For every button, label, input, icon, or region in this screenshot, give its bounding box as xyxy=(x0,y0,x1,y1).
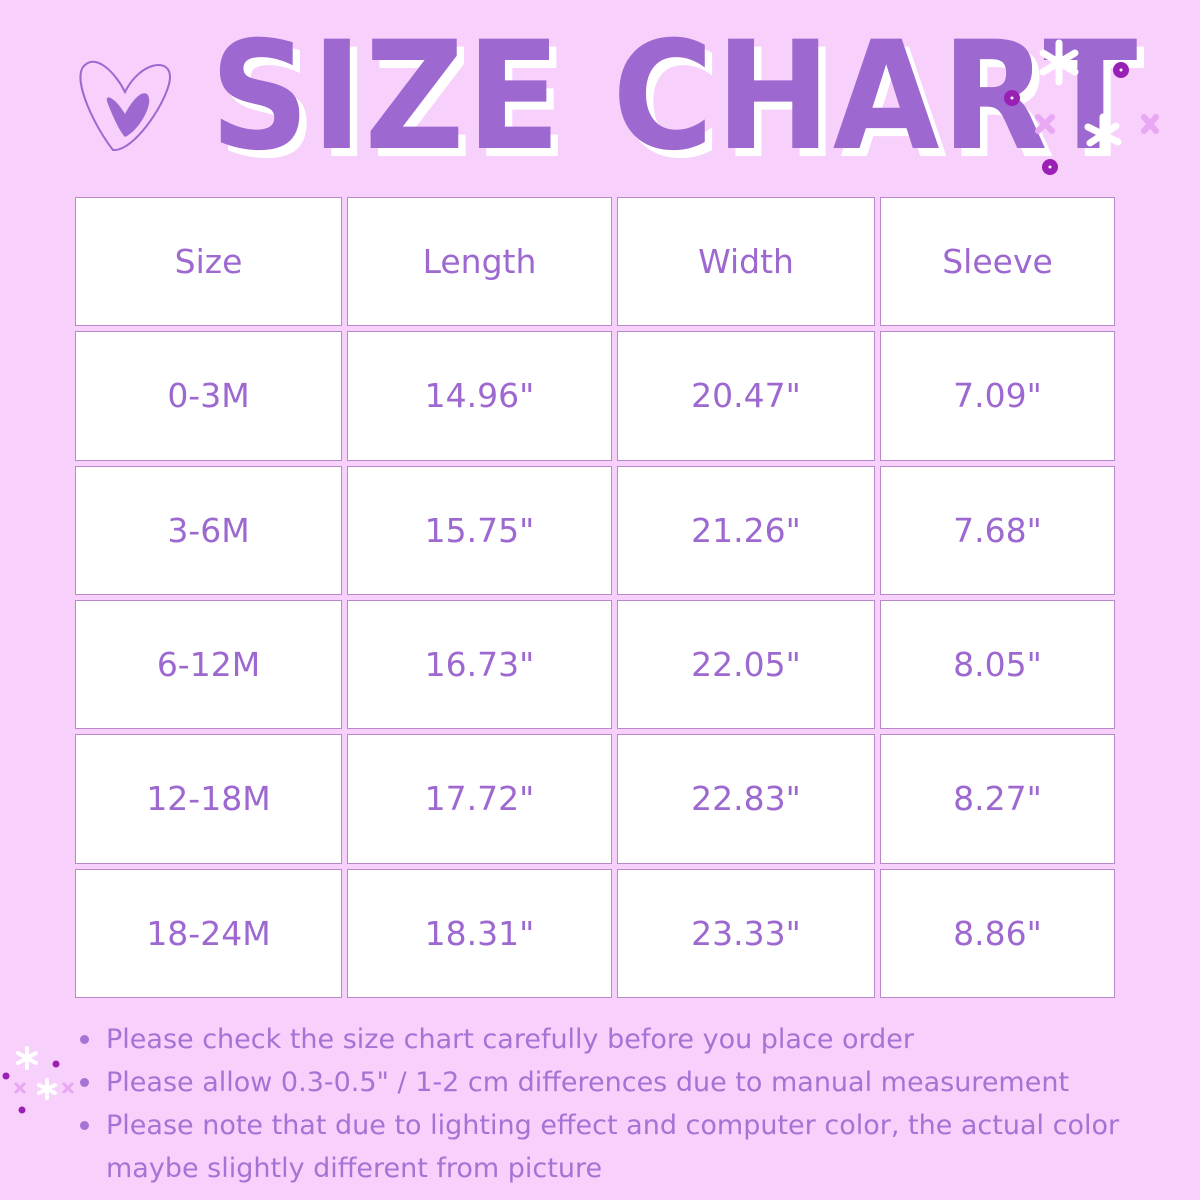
table-cell: 8.86" xyxy=(880,868,1115,998)
header-width: Width xyxy=(617,197,875,327)
table-cell: 15.75" xyxy=(347,465,612,595)
table-cell: 14.96" xyxy=(347,331,612,461)
sparkle-icon xyxy=(1004,39,1159,175)
table-cell: 16.73" xyxy=(347,599,612,730)
header-size: Size xyxy=(75,197,342,327)
note-item: Please check the size chart carefully be… xyxy=(80,1018,1120,1061)
table-cell: 8.27" xyxy=(880,734,1115,864)
table-cell: 8.05" xyxy=(880,599,1115,730)
table-cell: 3-6M xyxy=(75,465,342,595)
table-cell: 6-12M xyxy=(75,599,342,730)
note-item: Please note that due to lighting effect … xyxy=(80,1104,1120,1190)
header-length: Length xyxy=(347,197,612,327)
table-cell: 17.72" xyxy=(347,734,612,864)
table-cell: 18.31" xyxy=(347,868,612,998)
sparkle-icon xyxy=(2,1046,74,1114)
size-table: Size Length Width Sleeve 0-3M 14.96" 20.… xyxy=(75,197,1115,998)
table-cell: 21.26" xyxy=(617,465,875,595)
header-sleeve: Sleeve xyxy=(880,197,1115,327)
page-title: SIZE CHART xyxy=(210,10,1140,184)
heart-icon xyxy=(79,60,172,152)
table-cell: 23.33" xyxy=(617,868,875,998)
note-item: Please allow 0.3-0.5" / 1-2 cm differenc… xyxy=(80,1061,1120,1104)
table-cell: 7.09" xyxy=(880,331,1115,461)
table-cell: 18-24M xyxy=(75,868,342,998)
table-cell: 7.68" xyxy=(880,465,1115,595)
table-cell: 20.47" xyxy=(617,331,875,461)
table-cell: 12-18M xyxy=(75,734,342,864)
table-cell: 22.83" xyxy=(617,734,875,864)
notes-list: Please check the size chart carefully be… xyxy=(80,1018,1120,1190)
table-cell: 22.05" xyxy=(617,599,875,730)
table-cell: 0-3M xyxy=(75,331,342,461)
